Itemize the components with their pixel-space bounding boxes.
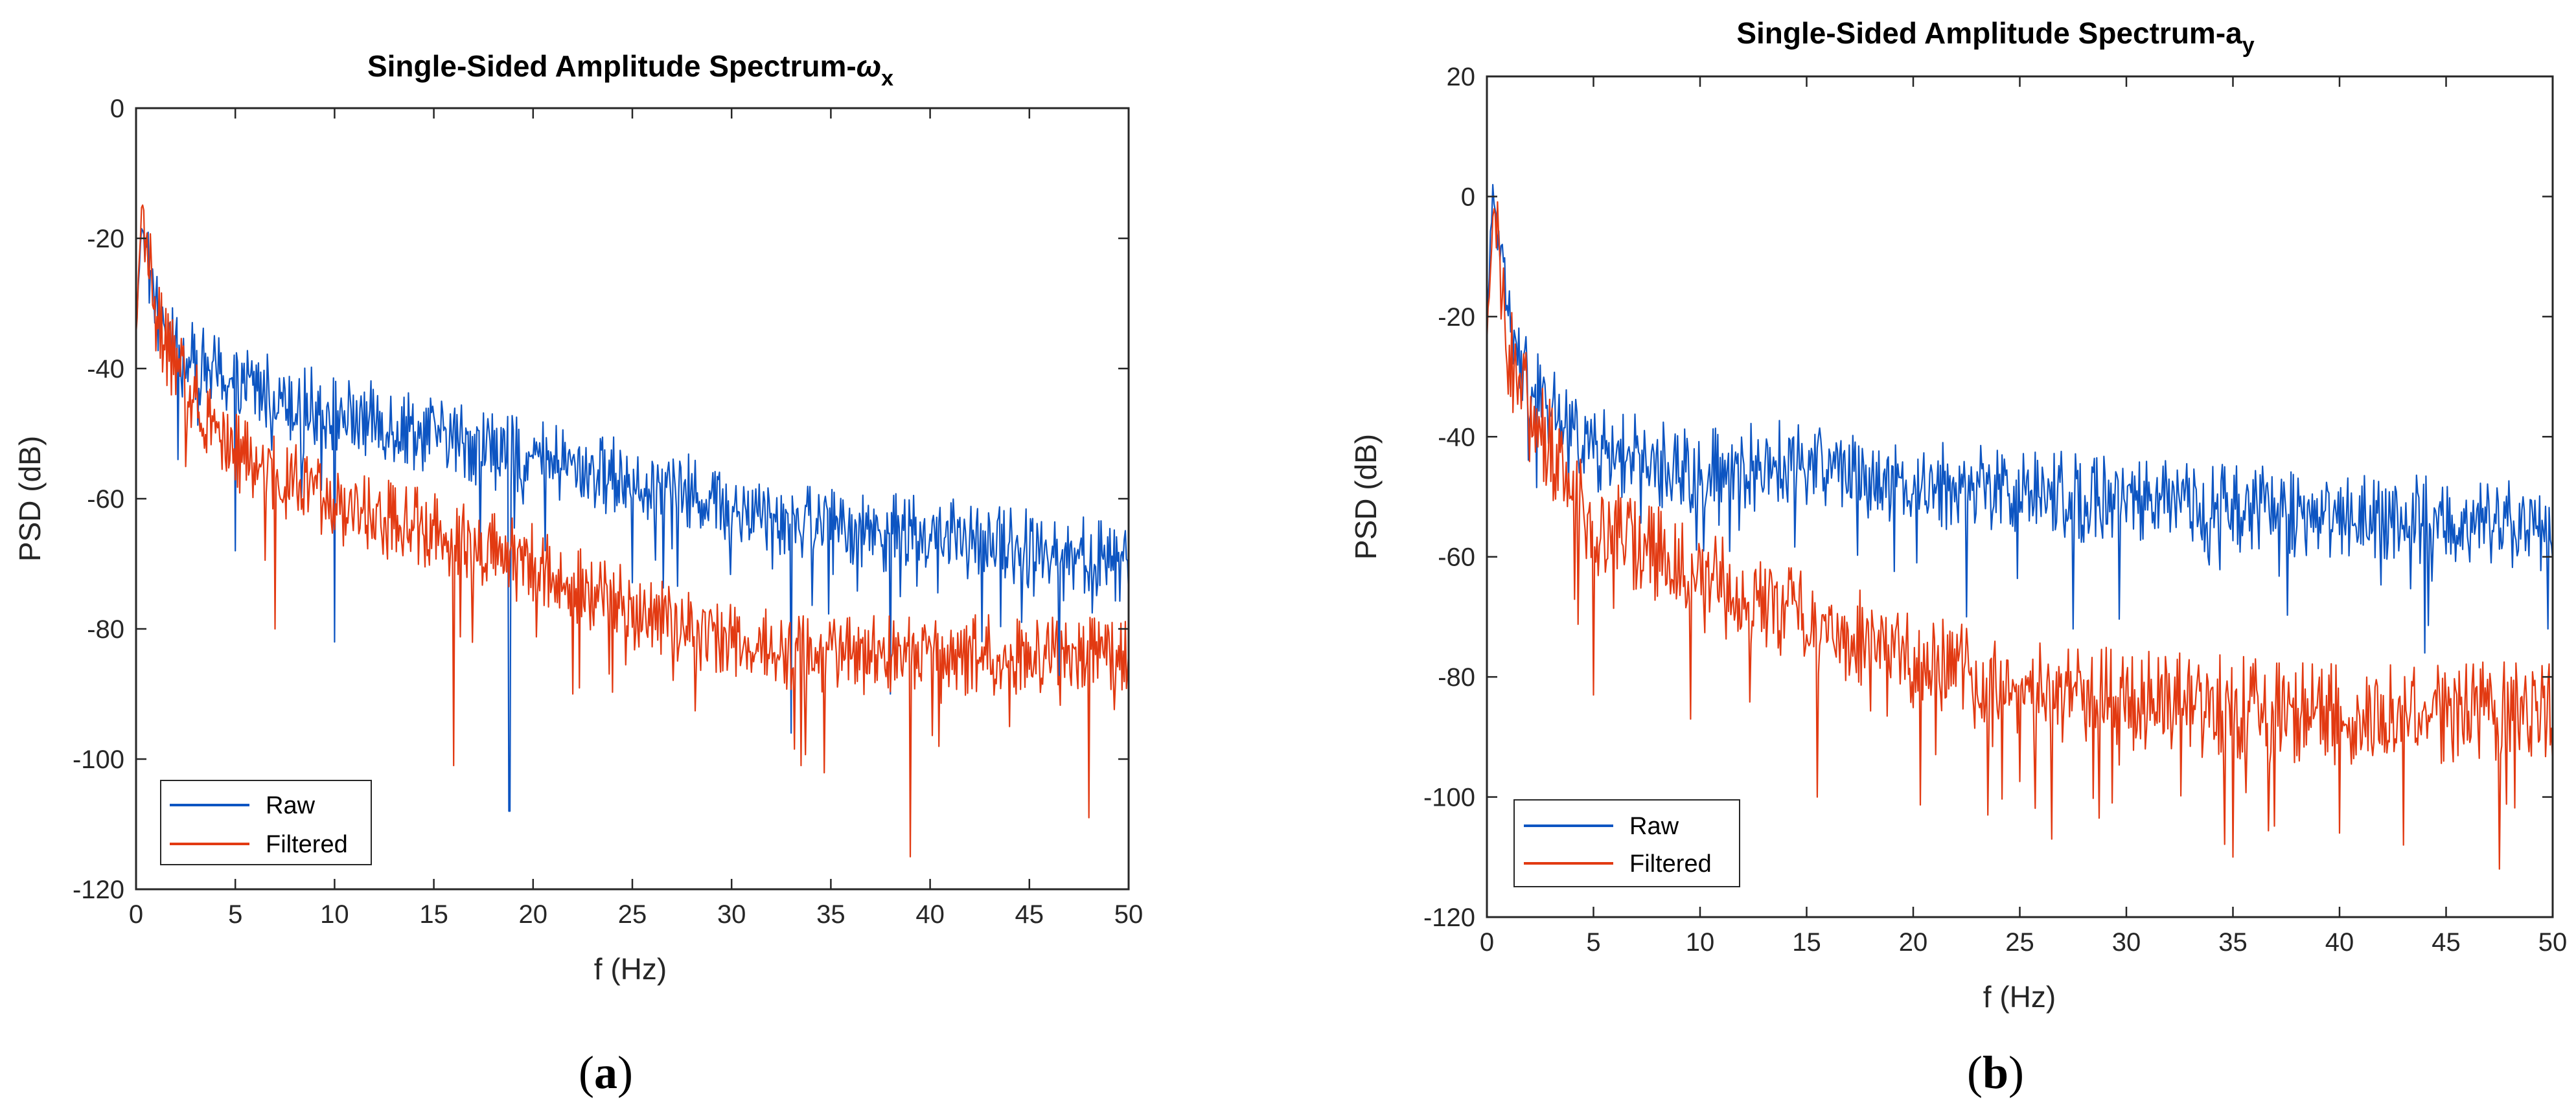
panel-b-caption-letter: b — [1983, 1047, 2008, 1098]
panel-a-ytick-label: 0 — [110, 95, 124, 123]
panel-a-ylabel: PSD (dB) — [13, 436, 47, 562]
panel-b-ticks: 0 5 10 15 20 25 30 35 40 45 50 20 0 -20 -40 -60 -80 -100 -… — [1423, 63, 2567, 957]
panel-b-series-raw-line — [1486, 184, 2554, 654]
panel-b-title: Single-Sided Amplitude Spectrum-ay — [1736, 16, 2254, 58]
panel-b-series-group — [1486, 184, 2554, 870]
panel-a-ticks: 0 5 10 15 20 25 30 35 40 45 50 0 -20 -40 -60 -80 -100 -12… — [73, 95, 1143, 929]
panel-b-xtick-label: 45 — [2432, 928, 2461, 957]
panel-b-xtick-label: 30 — [2112, 928, 2141, 957]
panel-a-caption: (a) — [579, 1047, 633, 1098]
panel-a-legend-label-filtered: Filtered — [266, 831, 348, 858]
panel-b-ytick-label: -80 — [1438, 663, 1475, 692]
panel-a-xtick-label: 40 — [915, 900, 945, 929]
panel-b-legend-label-raw: Raw — [1629, 813, 1679, 840]
panel-a-ytick-label: -80 — [87, 615, 124, 644]
panel-b-ytick-label: -120 — [1423, 904, 1475, 932]
panel-a-xlabel: f (Hz) — [594, 952, 667, 986]
panel-b-xtick-label: 15 — [1792, 928, 1821, 957]
panel-b-xtick-label: 20 — [1899, 928, 1928, 957]
panel-a-title: Single-Sided Amplitude Spectrum-ωx — [367, 49, 893, 91]
panel-b-series-filtered-line — [1486, 201, 2554, 870]
panel-a-xtick-label: 35 — [816, 900, 845, 929]
panel-b-xtick-label: 25 — [2005, 928, 2034, 957]
panel-a-legend: Raw Filtered — [160, 780, 372, 865]
panel-b-xtick-label: 0 — [1480, 928, 1494, 957]
panel-a-xtick-label: 45 — [1015, 900, 1044, 929]
panel-a-xtick-label: 30 — [717, 900, 746, 929]
panel-a: Single-Sided Amplitude Spectrum-ωx 0 5 10 1… — [13, 49, 1143, 1098]
panel-b-title-subscript: y — [2242, 33, 2255, 58]
panel-a-ytick-label: -100 — [73, 745, 124, 774]
panel-b-xtick-label: 5 — [1586, 928, 1600, 957]
panel-a-series-filtered-line — [135, 204, 1130, 858]
panel-b-ytick-label: 20 — [1447, 63, 1476, 91]
panel-b-ytick-label: -40 — [1438, 423, 1475, 451]
panel-a-caption-letter: a — [594, 1047, 617, 1098]
panel-b-ylabel: PSD (dB) — [1349, 434, 1383, 560]
panel-b: Single-Sided Amplitude Spectrum-ay 0 5 10 1… — [1349, 16, 2567, 1098]
panel-a-title-main: Single-Sided Amplitude Spectrum- — [367, 49, 857, 83]
panel-a-xtick-label: 20 — [519, 900, 548, 929]
panel-a-title-subscript: x — [881, 66, 893, 91]
panel-b-ytick-label: -100 — [1423, 784, 1475, 812]
panel-a-ytick-label: -40 — [87, 355, 124, 383]
panel-b-title-main: Single-Sided Amplitude Spectrum-a — [1736, 16, 2242, 50]
panel-b-xtick-label: 10 — [1686, 928, 1715, 957]
panel-b-xtick-label: 50 — [2538, 928, 2568, 957]
panel-a-series-group — [135, 204, 1130, 858]
panel-a-ytick-label: -120 — [73, 876, 124, 904]
panel-a-xtick-label: 50 — [1114, 900, 1144, 929]
panel-a-title-symbol: ω — [857, 49, 881, 83]
panel-b-ytick-label: -20 — [1438, 303, 1475, 332]
panel-a-xtick-label: 0 — [129, 900, 143, 929]
panel-a-legend-label-raw: Raw — [266, 792, 316, 819]
panel-a-xtick-label: 25 — [618, 900, 647, 929]
panel-a-ytick-label: -60 — [87, 485, 124, 514]
panel-b-xtick-label: 35 — [2218, 928, 2248, 957]
panel-b-caption: (b) — [1967, 1047, 2024, 1098]
panel-a-xtick-label: 5 — [228, 900, 242, 929]
panel-a-xtick-label: 15 — [419, 900, 448, 929]
panel-a-ytick-label: -20 — [87, 225, 124, 253]
panel-a-xtick-label: 10 — [320, 900, 349, 929]
panel-a-series-raw-line — [135, 227, 1130, 812]
panel-b-ytick-label: 0 — [1461, 183, 1475, 211]
panel-b-xlabel: f (Hz) — [1983, 980, 2056, 1014]
panel-b-legend: Raw Filtered — [1513, 799, 1740, 887]
panel-b-xtick-label: 40 — [2325, 928, 2354, 957]
panel-a-legend-box — [160, 780, 372, 865]
panel-b-legend-label-filtered: Filtered — [1629, 850, 1712, 878]
panel-b-ytick-label: -60 — [1438, 543, 1475, 572]
panel-b-legend-box — [1513, 799, 1740, 887]
